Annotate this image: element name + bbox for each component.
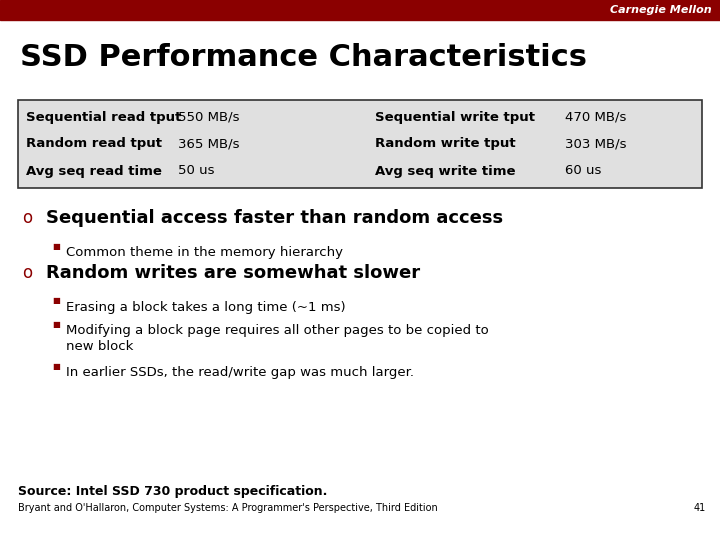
Text: ■: ■ bbox=[52, 296, 60, 306]
Text: Sequential access faster than random access: Sequential access faster than random acc… bbox=[46, 209, 503, 227]
Text: Bryant and O'Hallaron, Computer Systems: A Programmer's Perspective, Third Editi: Bryant and O'Hallaron, Computer Systems:… bbox=[18, 503, 438, 513]
Text: 60 us: 60 us bbox=[565, 165, 601, 178]
Text: Random write tput: Random write tput bbox=[375, 138, 516, 151]
Text: Avg seq read time: Avg seq read time bbox=[26, 165, 162, 178]
Text: o: o bbox=[22, 264, 32, 282]
Text: SSD Performance Characteristics: SSD Performance Characteristics bbox=[20, 44, 587, 72]
FancyBboxPatch shape bbox=[18, 100, 702, 188]
Text: Avg seq write time: Avg seq write time bbox=[375, 165, 516, 178]
Text: Erasing a block takes a long time (~1 ms): Erasing a block takes a long time (~1 ms… bbox=[66, 301, 346, 314]
Text: 303 MB/s: 303 MB/s bbox=[565, 138, 626, 151]
Text: o: o bbox=[22, 209, 32, 227]
Text: Carnegie Mellon: Carnegie Mellon bbox=[611, 5, 712, 15]
Text: Sequential write tput: Sequential write tput bbox=[375, 111, 535, 124]
Text: 470 MB/s: 470 MB/s bbox=[565, 111, 626, 124]
Text: In earlier SSDs, the read/write gap was much larger.: In earlier SSDs, the read/write gap was … bbox=[66, 366, 414, 379]
Text: 50 us: 50 us bbox=[178, 165, 215, 178]
Text: ■: ■ bbox=[52, 361, 60, 370]
Text: ■: ■ bbox=[52, 320, 60, 328]
Text: Random writes are somewhat slower: Random writes are somewhat slower bbox=[46, 264, 420, 282]
Text: Sequential read tput: Sequential read tput bbox=[26, 111, 181, 124]
Bar bbox=[0, 0, 720, 20]
Text: 365 MB/s: 365 MB/s bbox=[178, 138, 240, 151]
Text: Modifying a block page requires all other pages to be copied to
new block: Modifying a block page requires all othe… bbox=[66, 324, 489, 354]
Text: ■: ■ bbox=[52, 241, 60, 251]
Text: Common theme in the memory hierarchy: Common theme in the memory hierarchy bbox=[66, 246, 343, 259]
Text: 41: 41 bbox=[694, 503, 706, 513]
Text: 550 MB/s: 550 MB/s bbox=[178, 111, 240, 124]
Text: Random read tput: Random read tput bbox=[26, 138, 162, 151]
Text: Source: Intel SSD 730 product specification.: Source: Intel SSD 730 product specificat… bbox=[18, 485, 328, 498]
